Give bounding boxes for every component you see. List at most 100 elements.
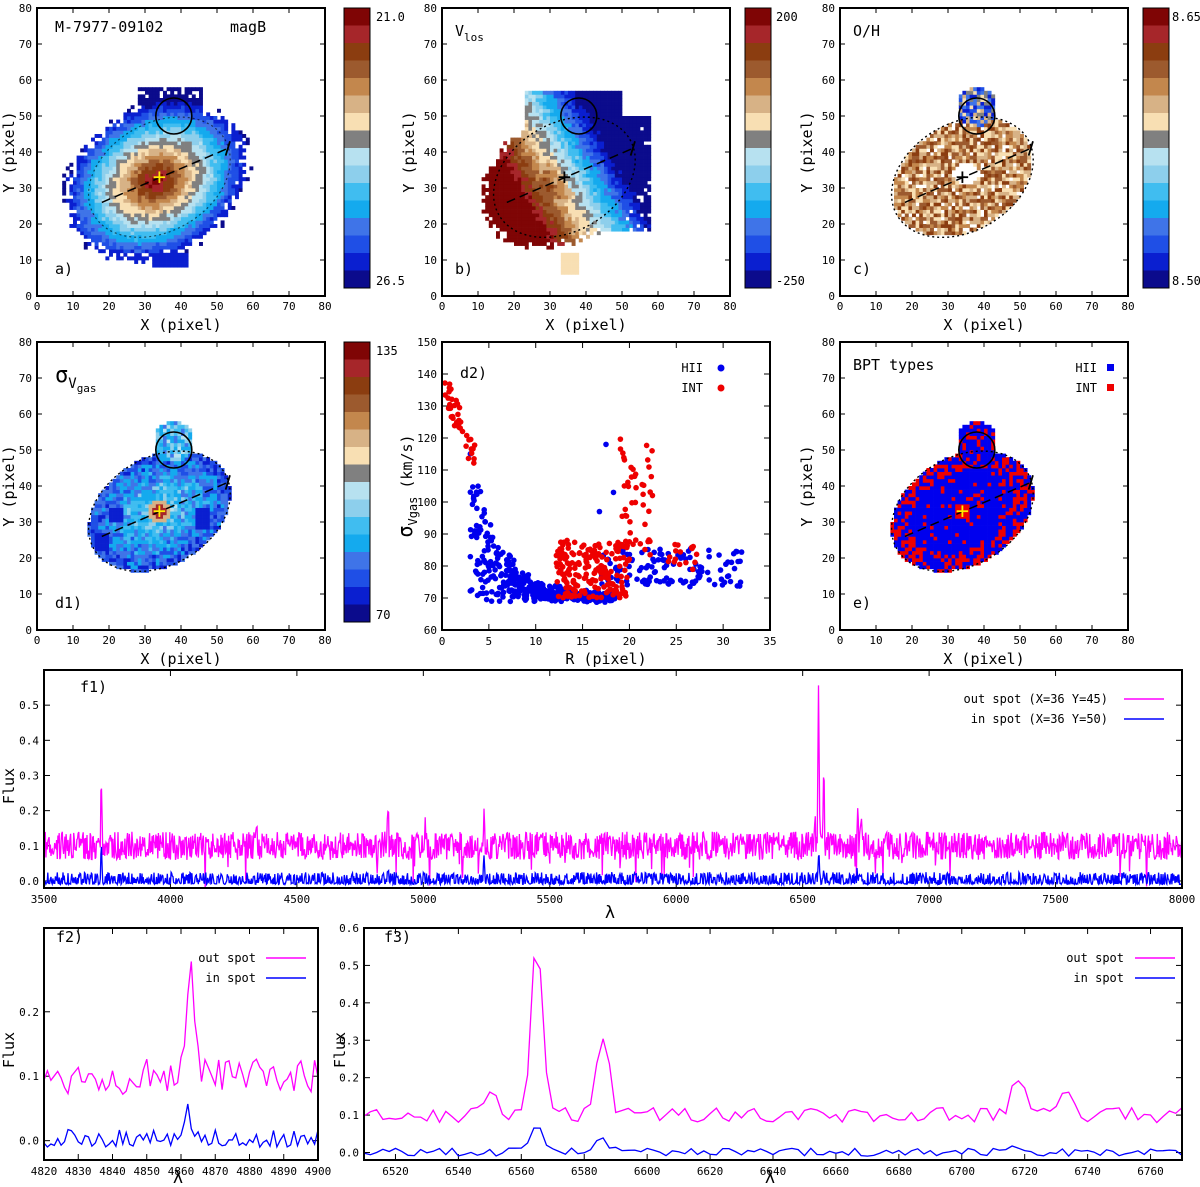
map-pixel [564, 144, 569, 149]
map-pixel [994, 141, 999, 146]
map-pixel [76, 198, 81, 203]
map-pixel [991, 177, 996, 182]
map-pixel [535, 191, 540, 196]
map-pixel [199, 188, 203, 192]
map-pixel [991, 94, 996, 99]
map-pixel [948, 152, 952, 156]
map-pixel [912, 209, 916, 214]
map-pixel [145, 116, 149, 120]
map-pixel [1012, 152, 1017, 156]
map-pixel [163, 173, 167, 178]
map-pixel [177, 547, 182, 552]
map-pixel [575, 134, 580, 138]
map-pixel [105, 148, 110, 153]
map-pixel [163, 188, 167, 192]
map-pixel [564, 152, 569, 156]
map-pixel [141, 547, 146, 552]
map-pixel [578, 220, 583, 225]
map-pixel [127, 547, 131, 552]
map-pixel [191, 220, 196, 225]
map-pixel [202, 141, 207, 146]
map-pixel [948, 130, 952, 135]
map-pixel [217, 155, 221, 160]
map-pixel [944, 198, 949, 203]
map-pixel [514, 144, 518, 149]
map-pixel [542, 170, 547, 174]
map-pixel [163, 216, 167, 221]
map-pixel [148, 536, 153, 541]
map-pixel [922, 162, 927, 167]
map-pixel [618, 198, 623, 203]
map-pixel [553, 112, 558, 117]
map-pixel [969, 108, 974, 113]
map-pixel [593, 166, 598, 171]
map-pixel [159, 116, 164, 120]
map-pixel [91, 206, 95, 210]
map-pixel [962, 152, 967, 156]
map-pixel [593, 202, 598, 207]
map-pixel [123, 155, 128, 160]
map-pixel [163, 529, 167, 534]
map-pixel [521, 184, 526, 189]
map-pixel [524, 209, 529, 214]
map-pixel [568, 173, 572, 178]
map-pixel [231, 159, 236, 164]
map-pixel [152, 116, 157, 120]
map-pixel [109, 540, 113, 544]
map-pixel [640, 166, 644, 171]
map-pixel [930, 231, 934, 236]
map-pixel [173, 260, 178, 264]
map-pixel [611, 141, 616, 146]
map-pixel [564, 98, 569, 102]
map-pixel [926, 220, 931, 225]
map-pixel [926, 144, 931, 149]
map-pixel [973, 116, 978, 120]
map-pixel [148, 206, 153, 210]
map-pixel [191, 123, 196, 128]
map-pixel [148, 137, 153, 142]
map-pixel [127, 162, 131, 167]
map-pixel [145, 144, 149, 149]
map-pixel [937, 209, 942, 214]
map-pixel [632, 159, 637, 164]
map-pixel [155, 547, 160, 552]
map-pixel [145, 550, 149, 555]
map-pixel [209, 195, 214, 200]
map-pixel [109, 162, 113, 167]
map-pixel [184, 554, 189, 559]
map-pixel [166, 148, 171, 153]
map-pixel [640, 148, 644, 153]
map-pixel [177, 231, 182, 236]
map-pixel [582, 94, 587, 99]
map-pixel [109, 245, 113, 250]
map-pixel [127, 180, 131, 185]
map-pixel [188, 195, 193, 200]
map-pixel [600, 220, 605, 225]
map-pixel [557, 159, 562, 164]
map-pixel [116, 184, 121, 189]
map-pixel [202, 227, 207, 232]
map-pixel [170, 532, 175, 537]
map-pixel [568, 188, 572, 192]
map-pixel [105, 245, 110, 250]
map-pixel [535, 155, 540, 160]
map-pixel [134, 260, 139, 264]
map-pixel [647, 188, 652, 192]
map-pixel [105, 518, 110, 523]
map-pixel [235, 166, 239, 171]
map-pixel [575, 130, 580, 135]
map-pixel [524, 119, 529, 124]
y-tick-label: 80 [424, 2, 437, 15]
map-pixel [191, 98, 196, 102]
map-pixel [578, 162, 583, 167]
map-pixel [98, 180, 103, 185]
map-pixel [492, 213, 497, 218]
map-pixel [973, 159, 978, 164]
map-pixel [1012, 173, 1017, 178]
map-pixel [184, 108, 189, 113]
map-pixel [155, 137, 160, 142]
map-pixel [202, 206, 207, 210]
map-pixel [76, 188, 81, 192]
y-tick-label: 70 [19, 38, 32, 51]
map-pixel [134, 209, 139, 214]
